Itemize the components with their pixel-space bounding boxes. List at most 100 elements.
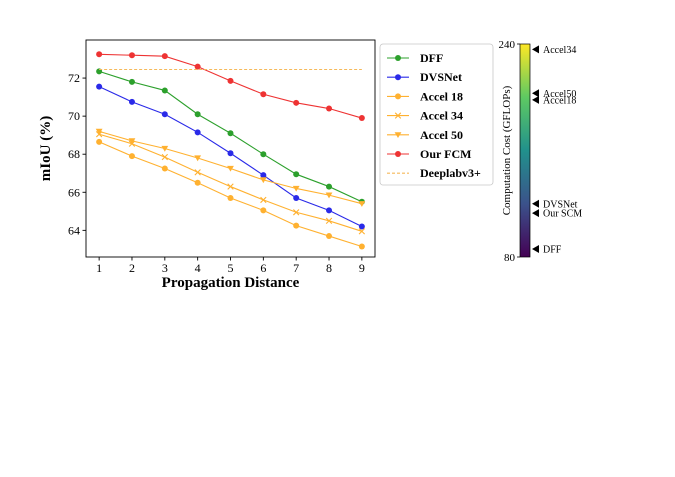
legend-label: DFF xyxy=(420,51,443,65)
legend-label: DVSNet xyxy=(420,70,462,84)
data-point xyxy=(194,169,201,176)
marker-label: Accel50 xyxy=(543,89,576,100)
marker-arrow xyxy=(532,199,539,208)
data-point xyxy=(96,51,103,58)
y-tick-label: 72 xyxy=(68,71,80,85)
legend-item-accel-50: Accel 50 xyxy=(387,128,463,142)
x-tick-label: 2 xyxy=(129,261,135,275)
data-point xyxy=(194,111,201,118)
y-axis-ticks: 64 66 68 70 72 xyxy=(68,71,86,237)
x-tick-label: 3 xyxy=(162,261,168,275)
marker-arrow xyxy=(532,89,539,98)
data-point xyxy=(96,138,103,145)
x-tick-label: 9 xyxy=(359,261,365,275)
data-point xyxy=(194,129,201,136)
data-point xyxy=(194,63,201,70)
data-point xyxy=(128,153,135,160)
data-point xyxy=(260,196,267,204)
legend-item-accel-18: Accel 18 xyxy=(387,89,463,103)
colorbar-tick-label: 240 xyxy=(499,39,516,51)
data-point xyxy=(161,153,169,161)
data-point xyxy=(161,87,168,94)
data-point xyxy=(161,145,169,152)
colorbar-marker-dff: DFF xyxy=(532,245,562,256)
y-tick-label: 64 xyxy=(68,223,80,237)
data-point xyxy=(293,222,300,229)
data-point xyxy=(96,83,103,90)
legend-swatch-marker xyxy=(395,74,401,81)
legend-box xyxy=(379,43,494,186)
data-point xyxy=(293,171,300,178)
colorbar-label: Computation Cost (GFLOPs) xyxy=(501,85,513,215)
legend: DFF DVSNet Accel 18 Accel 34 Accel 50 Our FCM… xyxy=(379,43,494,186)
data-point xyxy=(161,53,168,60)
series-line-accel-34 xyxy=(98,133,363,232)
data-point xyxy=(292,209,300,216)
colorbar-marker-accel34: Accel34 xyxy=(532,45,576,56)
data-point xyxy=(292,185,300,192)
x-tick-label: 8 xyxy=(326,261,332,275)
data-point xyxy=(161,111,168,118)
y-tick-label: 70 xyxy=(68,109,80,123)
series-accel-50 xyxy=(95,128,366,207)
y-tick-label: 68 xyxy=(68,147,80,161)
data-point xyxy=(326,207,333,214)
legend-label: Our FCM xyxy=(420,147,471,161)
x-tick-label: 4 xyxy=(195,261,201,275)
legend-item-our-fcm: Our FCM xyxy=(387,147,471,161)
x-tick-label: 1 xyxy=(96,261,102,275)
data-point xyxy=(260,151,267,158)
series-line-our-fcm xyxy=(99,53,363,119)
data-point xyxy=(358,201,366,207)
data-point xyxy=(227,194,234,201)
plot-frame xyxy=(85,39,376,258)
legend-item-dff: DFF xyxy=(387,51,443,65)
colorbar-marker-dvsnet: DVSNet xyxy=(532,199,578,210)
data-point xyxy=(358,228,366,235)
data-point xyxy=(260,207,267,214)
series-accel-34 xyxy=(95,131,366,235)
data-point xyxy=(260,91,267,98)
x-tick-label: 6 xyxy=(260,261,266,275)
colorbar-marker-accel18: Accel18 xyxy=(532,95,576,106)
x-axis-label: Propagation Distance xyxy=(162,275,300,291)
data-point xyxy=(227,130,234,137)
legend-label: Accel 18 xyxy=(420,89,463,103)
colorbar-tick-label: 80 xyxy=(504,252,516,264)
legend-item-dvsnet: DVSNet xyxy=(387,70,462,84)
legend-swatch-marker xyxy=(394,112,402,119)
colorbar-gradient xyxy=(519,43,531,258)
data-point xyxy=(227,150,234,157)
marker-label: Accel18 xyxy=(543,95,576,106)
y-axis-label: mIoU (%) xyxy=(38,116,54,181)
line-plot: 1 2 3 4 5 6 7 8 9 64 66 68 70 72 Propagation Distance m… xyxy=(38,39,376,291)
marker-arrow xyxy=(532,245,539,254)
data-point xyxy=(358,115,365,122)
data-point xyxy=(227,183,234,190)
data-point xyxy=(326,105,333,112)
legend-swatch-marker xyxy=(394,132,402,138)
marker-arrow xyxy=(532,45,539,54)
marker-arrow xyxy=(532,95,539,104)
data-point xyxy=(358,243,365,250)
data-point xyxy=(326,183,333,190)
series-our-fcm xyxy=(96,51,365,122)
legend-swatch-marker xyxy=(395,93,401,100)
legend-item-deeplabv3: Deeplabv3+ xyxy=(387,166,481,180)
data-point xyxy=(259,177,267,184)
data-point xyxy=(128,78,135,85)
legend-label: Deeplabv3+ xyxy=(420,166,481,180)
data-point xyxy=(95,128,103,135)
marker-label: DFF xyxy=(543,245,562,256)
marker-label: Our SCM xyxy=(543,209,582,220)
series-line-dff xyxy=(98,70,363,203)
data-point xyxy=(293,194,300,201)
legend-label: Accel 50 xyxy=(420,128,463,142)
colorbar-marker-accel50: Accel50 xyxy=(532,89,576,100)
data-point xyxy=(128,52,135,59)
data-point xyxy=(161,165,168,172)
legend-swatch-marker xyxy=(395,151,401,157)
data-point xyxy=(227,77,234,84)
marker-label: Accel34 xyxy=(543,45,576,56)
